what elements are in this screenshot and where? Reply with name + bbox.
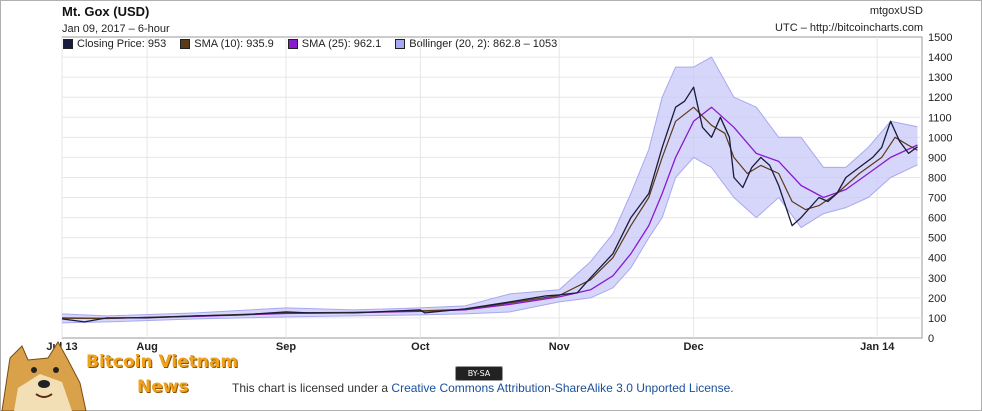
y-tick-label: 1500 [928,32,952,44]
chart-legend: Closing Price: 953 SMA (10): 935.9 SMA (… [63,38,557,50]
brand-line-1: Bitcoin Vietnam [86,352,239,372]
series-closing-price [61,86,918,323]
x-tick-label: Oct [411,341,430,353]
x-tick-label: Sep [276,341,296,353]
doge-dog-icon [1,341,87,411]
y-tick-label: 1100 [928,112,952,124]
y-tick-label: 900 [928,152,946,164]
legend-item-sma-25: SMA (25): 962.1 [287,38,382,50]
cc-license-badge[interactable]: BY-SA [455,366,503,381]
bollinger-band-fill [62,57,918,323]
legend-swatch [180,39,191,49]
legend-swatch [395,39,406,49]
license-notice: This chart is licensed under a Creative … [232,381,734,395]
license-prefix: This chart is licensed under a [232,381,389,395]
license-link[interactable]: Creative Commons Attribution-ShareAlike … [391,381,734,395]
legend-item-closing-price: Closing Price: 953 [63,38,166,50]
y-tick-label: 1400 [928,52,952,64]
y-tick-label: 500 [928,233,946,245]
chart-subtitle: Jan 09, 2017 – 6-hour [62,23,170,35]
legend-label: SMA (10): 935.9 [194,38,274,50]
brand-line-2: News [137,377,189,397]
y-tick-label: 100 [928,313,946,325]
data-source: UTC – http://bitcoincharts.com [775,22,923,34]
market-symbol: mtgoxUSD [869,5,923,17]
cc-badge-text: BY-SA [467,369,491,378]
y-tick-label: 200 [928,293,946,305]
chart-title: Mt. Gox (USD) [62,4,150,19]
series-bollinger-upper [61,56,918,317]
y-tick-label: 1200 [928,92,952,104]
legend-item-sma-10: SMA (10): 935.9 [180,38,274,50]
legend-label: Bollinger (20, 2): 862.8 – 1053 [409,38,558,50]
y-tick-label: 300 [928,273,946,285]
y-tick-label: 400 [928,253,946,265]
y-tick-label: 0 [928,333,934,345]
x-tick-label: Aug [136,341,157,353]
y-tick-label: 1000 [928,132,952,144]
y-tick-label: 800 [928,172,946,184]
legend-swatch [287,39,298,49]
legend-swatch [63,39,73,49]
x-tick-label: Jan 14 [860,341,895,353]
legend-label: SMA (25): 962.1 [301,38,382,50]
y-tick-label: 600 [928,213,946,225]
x-tick-label: Nov [549,341,571,353]
legend-label: Closing Price: 953 [77,38,167,50]
series-bollinger-lower [61,156,918,324]
y-tick-label: 1300 [928,72,952,84]
y-tick-label: 700 [928,193,946,205]
legend-item-bollinger: Bollinger (20, 2): 862.8 – 1053 [395,38,557,50]
x-tick-label: Dec [683,341,703,353]
